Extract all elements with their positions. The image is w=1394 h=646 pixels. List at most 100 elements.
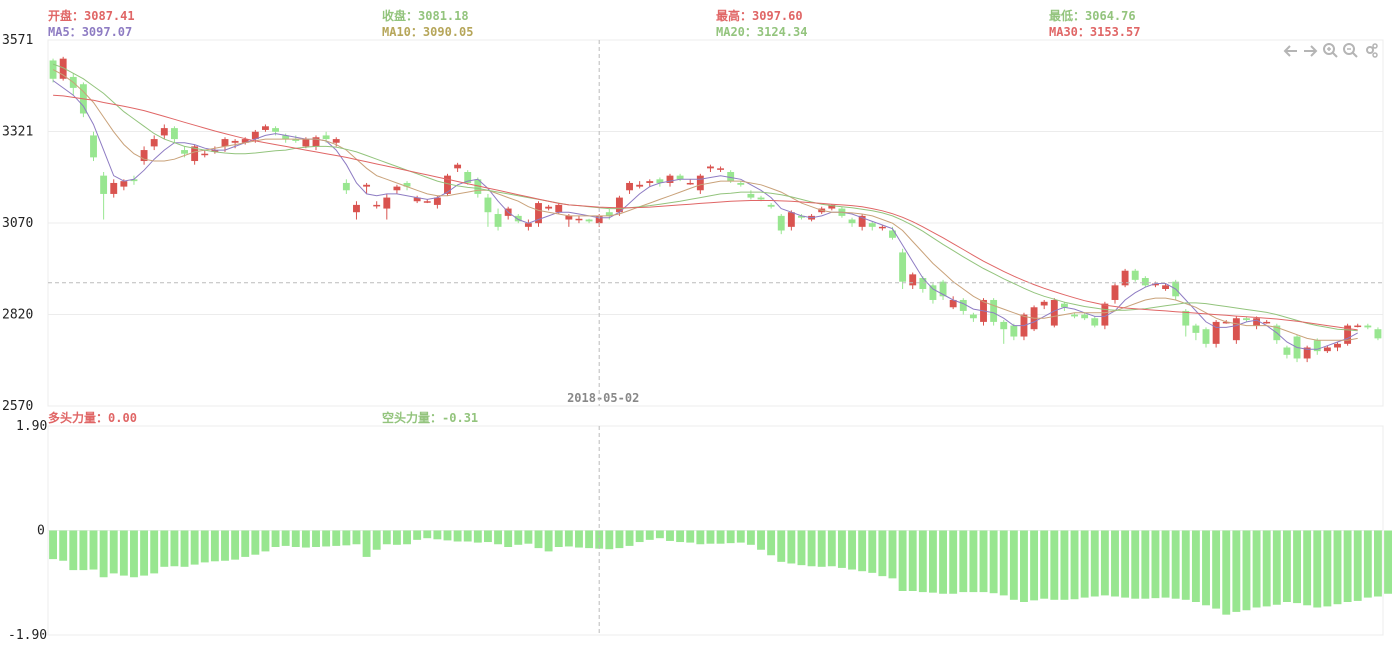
close-price-label: 收盘：3081.18 [382, 8, 469, 23]
force-bar [949, 530, 958, 594]
ma30-label: MA30：3153.57 [1049, 25, 1140, 39]
crosshair-date-label: 2018-05-02 [567, 391, 639, 405]
force-bar [858, 530, 867, 572]
candle-body [160, 128, 168, 136]
candle [1283, 345, 1291, 359]
arrow-left-icon[interactable] [1283, 45, 1297, 57]
candle-body [59, 58, 67, 79]
candle-body [656, 179, 664, 183]
force-bar [746, 530, 755, 545]
candle-body [919, 278, 927, 289]
force-bar [1050, 530, 1059, 600]
candle [1060, 301, 1068, 311]
chart-toolbar [1283, 43, 1378, 58]
candle [919, 276, 927, 293]
candle [949, 296, 957, 310]
candle [454, 162, 462, 172]
force-bar [483, 530, 492, 543]
force-bar [281, 530, 290, 546]
candle [1010, 323, 1018, 341]
force-y-axis: 1.90 0 -1.90 [8, 419, 47, 643]
candle-body [565, 215, 573, 220]
candle-body [909, 274, 917, 286]
candle-body [332, 139, 340, 143]
force-bar [494, 530, 503, 545]
candle [221, 137, 229, 152]
force-y-tick-label: 0 [37, 524, 45, 539]
candle [626, 181, 633, 194]
candle [100, 171, 108, 220]
ma10-line [52, 69, 1358, 341]
force-bar [837, 530, 846, 568]
candle [1202, 327, 1210, 348]
candlestick-series [49, 56, 1382, 363]
candle [798, 214, 805, 220]
candle-body [1111, 285, 1119, 300]
arrow-right-icon[interactable] [1304, 45, 1318, 57]
candle-body [1071, 314, 1078, 317]
ma20-line [52, 63, 1358, 332]
candle-body [191, 146, 199, 162]
force-bar [635, 530, 644, 543]
force-bar [767, 530, 776, 556]
candle [737, 181, 745, 187]
candle-body [828, 204, 836, 209]
candle [363, 182, 371, 194]
candle-body [49, 60, 57, 79]
force-bar [564, 530, 573, 547]
candle-body [302, 139, 310, 147]
candle-body [524, 223, 532, 227]
candle-body [676, 175, 684, 180]
force-bar [655, 530, 664, 539]
candle-body [1162, 285, 1169, 289]
candle-body [959, 299, 967, 311]
candle-body [636, 184, 644, 187]
force-bar [1009, 530, 1018, 600]
force-bar [898, 530, 907, 591]
candle-body [444, 175, 451, 194]
candle [312, 135, 320, 151]
candle [1192, 323, 1200, 341]
y-tick-label: 2820 [2, 308, 33, 323]
force-bar [605, 530, 614, 550]
candle-body [899, 252, 907, 282]
candle [636, 181, 644, 189]
bull-force-label: 多头力量：0.00 [48, 410, 137, 425]
force-bar [908, 530, 917, 591]
force-panel[interactable]: 1.90 0 -1.90 [8, 419, 1394, 643]
candle-body [433, 197, 441, 205]
candle-body [251, 131, 259, 140]
force-bar [362, 530, 371, 557]
candle [787, 210, 795, 231]
candle-body [514, 215, 522, 222]
force-bar [392, 530, 401, 545]
candlestick-panel[interactable]: 3571 3321 3070 2820 2570 [2, 33, 1384, 414]
force-bar [787, 530, 796, 564]
candle-body [535, 203, 542, 224]
settings-icon[interactable] [1366, 43, 1378, 58]
moving-average-lines [52, 63, 1358, 350]
candle-body [221, 139, 229, 147]
candle [575, 215, 583, 224]
candle [585, 218, 593, 224]
force-info-header: 多头力量：0.00 空头力量：-0.31 [48, 410, 478, 425]
candle [696, 173, 704, 194]
candle-body [939, 281, 947, 297]
candle-body [90, 135, 97, 158]
force-bar [1282, 530, 1291, 602]
force-bar [666, 530, 674, 541]
candle [393, 184, 401, 194]
candle-body [605, 212, 613, 216]
candle-body [373, 204, 381, 207]
force-bar [1030, 530, 1039, 601]
force-bar [1313, 530, 1322, 608]
force-bar [1131, 530, 1140, 599]
force-bar [403, 530, 411, 545]
zoom-in-icon[interactable] [1323, 43, 1338, 58]
zoom-out-icon[interactable] [1343, 43, 1358, 58]
candle-body [1374, 329, 1382, 339]
candle [1263, 320, 1271, 324]
force-bar [544, 530, 553, 552]
force-bar [433, 530, 442, 540]
